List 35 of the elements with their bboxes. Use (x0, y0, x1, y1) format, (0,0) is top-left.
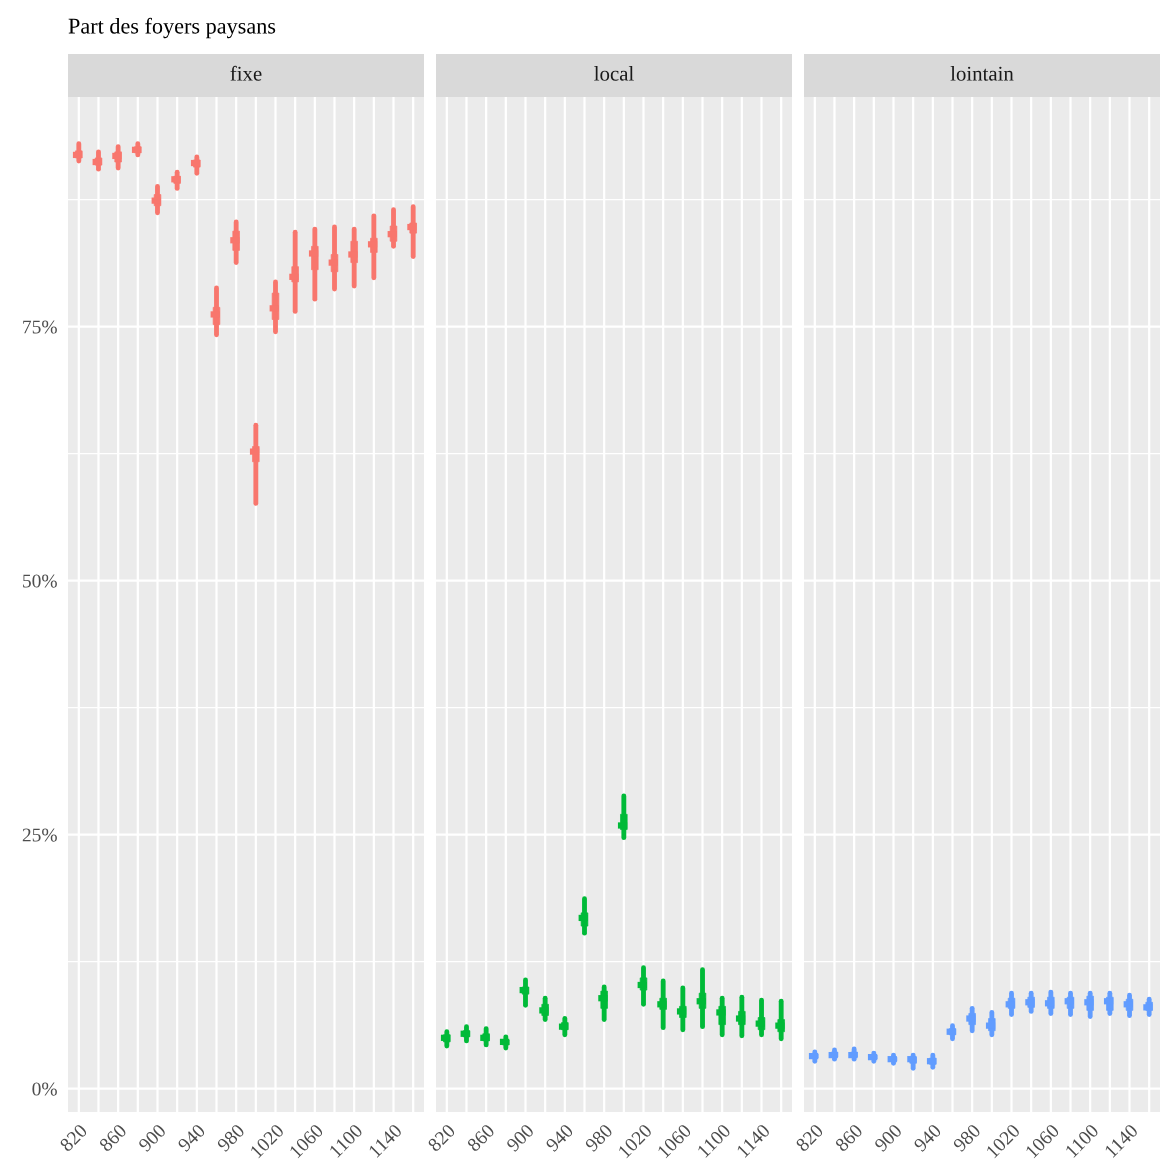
x-tick-label: 940 (177, 1123, 206, 1153)
y-tick-label: 0% (32, 1082, 57, 1096)
x-tick-label: 820 (427, 1123, 456, 1153)
x-tick-label: 1060 (1024, 1123, 1060, 1159)
chart-title: fixe (230, 65, 262, 81)
x-tick-label: 1060 (656, 1123, 692, 1159)
x-tick-label: 1140 (1104, 1123, 1139, 1158)
chart-title: lointain (950, 66, 1014, 81)
x-tick-label: 860 (466, 1123, 496, 1153)
x-tick-label: 820 (795, 1123, 824, 1153)
x-tick-label: 980 (216, 1123, 246, 1153)
y-tick-label: 50% (23, 574, 57, 588)
x-tick-label: 1100 (1064, 1123, 1100, 1158)
y-tick-label: 25% (22, 828, 57, 842)
x-tick-label: 940 (913, 1123, 942, 1153)
x-tick-label: 1020 (985, 1123, 1021, 1159)
x-tick-label: 980 (584, 1123, 614, 1153)
x-tick-label: 1140 (368, 1123, 403, 1158)
x-tick-label: 820 (59, 1123, 88, 1153)
x-tick-label: 1020 (249, 1123, 285, 1159)
y-axis-title: Part des foyers paysans (68, 17, 276, 39)
x-tick-label: 1060 (288, 1123, 324, 1159)
x-tick-label: 940 (545, 1123, 574, 1153)
x-tick-label: 1020 (617, 1123, 653, 1159)
y-tick-label: 75% (23, 320, 57, 334)
x-tick-label: 900 (873, 1123, 903, 1153)
x-tick-label: 1140 (736, 1123, 771, 1158)
x-tick-label: 1100 (328, 1123, 364, 1158)
x-tick-label: 900 (137, 1123, 167, 1153)
x-tick-label: 860 (834, 1123, 864, 1153)
x-tick-label: 900 (505, 1123, 535, 1153)
x-tick-label: 860 (98, 1123, 128, 1153)
x-tick-label: 1100 (696, 1123, 732, 1158)
chart-title: local (594, 66, 634, 81)
x-tick-label: 980 (952, 1123, 982, 1153)
